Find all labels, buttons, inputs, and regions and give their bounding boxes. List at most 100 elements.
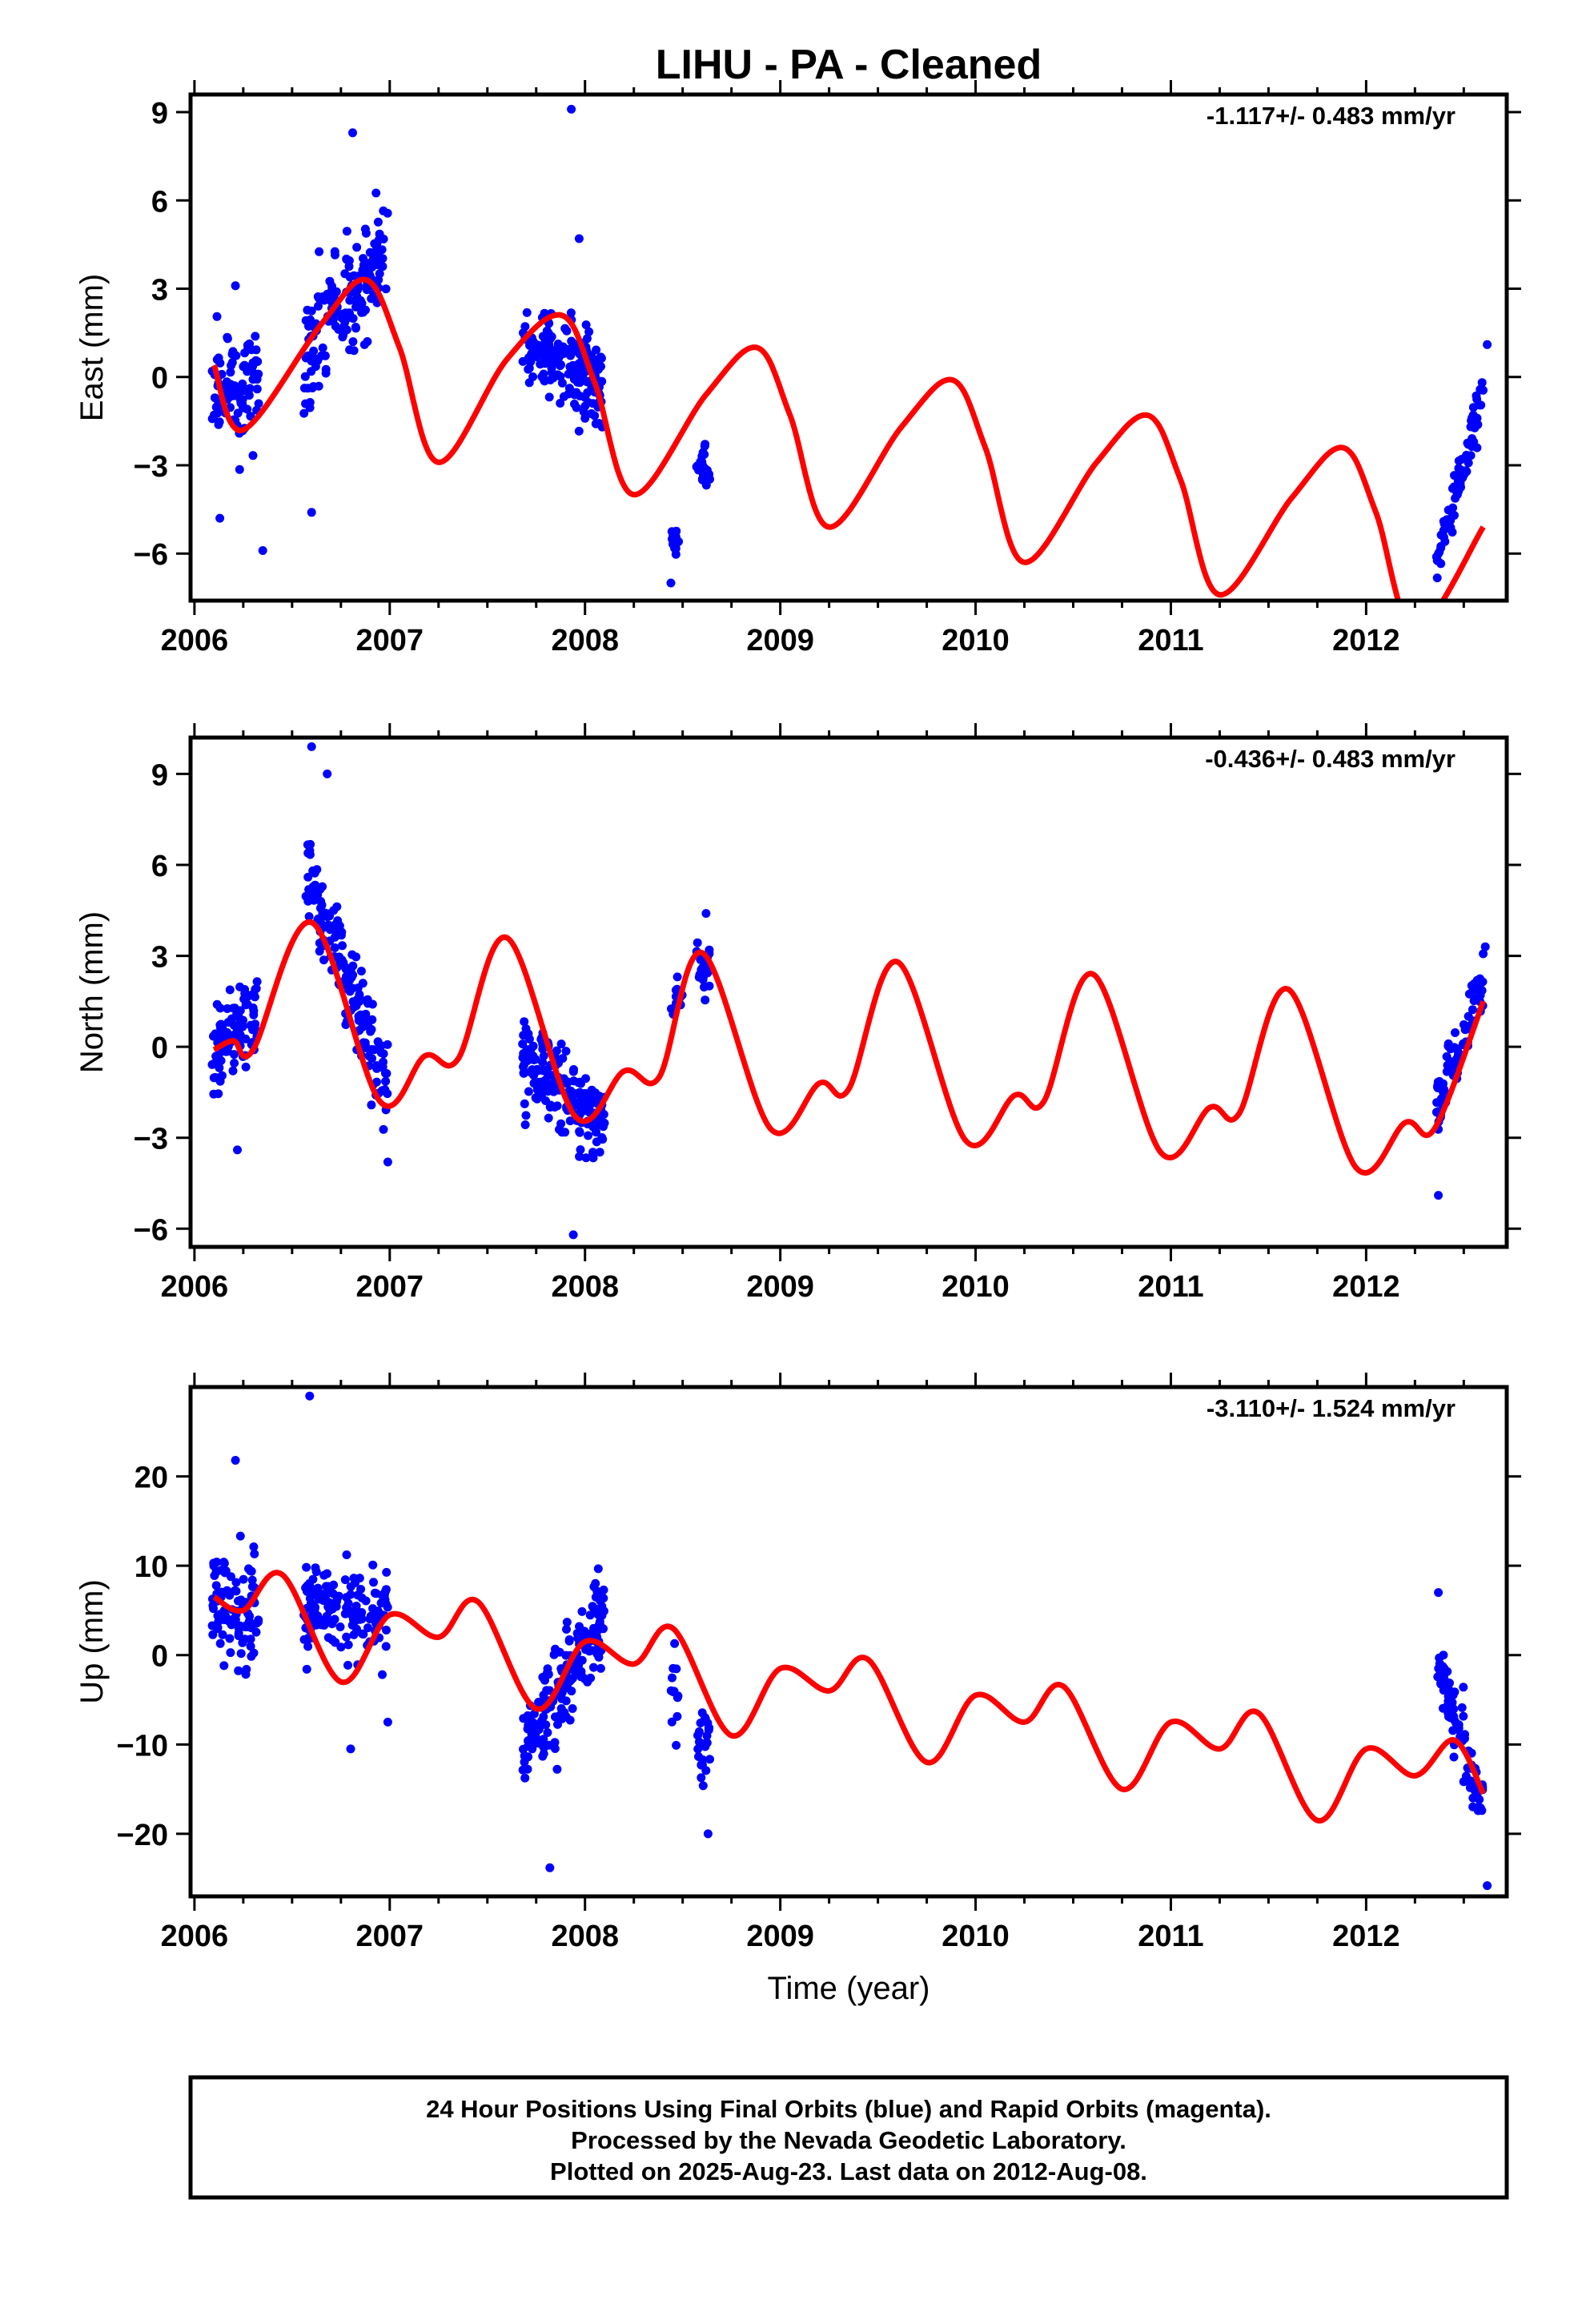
data-point [223, 1586, 232, 1595]
data-point [553, 340, 563, 348]
data-point [1441, 1703, 1451, 1712]
data-point [383, 208, 392, 218]
data-point [325, 911, 334, 921]
data-point [693, 938, 702, 947]
data-point [1472, 1791, 1482, 1800]
data-point [1459, 1683, 1468, 1692]
data-point [331, 920, 340, 930]
data-point [595, 1148, 604, 1157]
data-point [305, 1391, 315, 1401]
data-point [702, 1731, 712, 1740]
data-point [1433, 1084, 1443, 1092]
x-tick-label: 2011 [1138, 1920, 1203, 1953]
data-point [343, 1660, 352, 1670]
data-point [592, 1120, 602, 1130]
data-point [335, 1622, 345, 1631]
data-point [565, 1116, 575, 1126]
data-point [352, 292, 362, 301]
data-point [559, 345, 568, 355]
data-point [545, 1863, 555, 1872]
data-point [241, 1062, 251, 1072]
data-point [301, 353, 311, 363]
data-point [550, 1103, 560, 1112]
data-point [1468, 985, 1478, 995]
data-point [317, 351, 326, 360]
x-tick-label: 2012 [1332, 1920, 1400, 1953]
data-point [252, 375, 262, 384]
data-point [584, 1098, 593, 1108]
y-tick-label: 6 [151, 185, 168, 219]
data-point [584, 327, 594, 336]
data-point [341, 308, 351, 318]
data-point [319, 1570, 329, 1580]
data-point [541, 1720, 551, 1730]
x-tick-label: 2011 [1138, 1270, 1203, 1304]
data-point [302, 1562, 311, 1572]
data-point [234, 1008, 243, 1018]
data-point [520, 1773, 530, 1783]
x-tick-label: 2009 [746, 1270, 814, 1304]
data-point [547, 364, 556, 373]
data-point [369, 1578, 378, 1587]
data-point [236, 1649, 246, 1659]
data-point [353, 285, 362, 295]
plot-frame [188, 735, 1509, 1249]
data-point [1457, 455, 1467, 464]
data-point [239, 1574, 248, 1584]
velocity-annotation: -1.117+/- 0.483 mm/yr [1207, 102, 1456, 130]
data-point [521, 1111, 531, 1120]
data-point [1450, 1043, 1459, 1052]
data-point [233, 1145, 242, 1155]
data-point [251, 345, 261, 355]
data-point [1439, 1663, 1449, 1673]
data-point [382, 1567, 391, 1577]
data-point [557, 378, 567, 388]
data-point [211, 1567, 221, 1577]
data-point [327, 1634, 337, 1644]
data-point [356, 1585, 366, 1594]
data-point [537, 1090, 546, 1100]
data-point [304, 912, 314, 921]
plot-frame [188, 92, 1509, 603]
data-point [211, 1029, 220, 1039]
data-point [323, 289, 332, 299]
data-point [342, 255, 351, 264]
data-point [585, 1610, 595, 1620]
data-point [228, 1066, 238, 1076]
data-point [358, 267, 367, 277]
data-point [528, 1055, 537, 1064]
data-point [566, 351, 576, 360]
data-point [545, 1070, 555, 1080]
data-point [252, 384, 262, 394]
data-point [212, 999, 222, 1009]
data-point [672, 1664, 681, 1674]
data-point [544, 1113, 553, 1123]
data-point [697, 452, 707, 461]
data-point [699, 1739, 709, 1748]
data-point [579, 1091, 588, 1100]
data-point [299, 384, 309, 393]
data-point [583, 388, 592, 397]
data-point [218, 1630, 227, 1639]
data-point [355, 1614, 365, 1624]
y-tick-label: 0 [151, 362, 168, 396]
data-point [1479, 949, 1488, 959]
data-point [534, 1724, 544, 1734]
data-point [349, 1630, 359, 1639]
data-point [523, 1711, 532, 1720]
data-point [556, 1704, 566, 1713]
data-point [349, 271, 359, 280]
data-point [351, 1602, 361, 1610]
data-point [586, 1091, 596, 1100]
data-point [697, 1773, 706, 1783]
footer-frame [188, 2075, 1509, 2200]
data-point [538, 1672, 548, 1682]
y-tick-label: −3 [134, 450, 168, 484]
x-tick-label: 2012 [1332, 1270, 1400, 1304]
data-point [235, 464, 244, 474]
data-point [363, 337, 372, 346]
data-point [315, 947, 324, 956]
data-point [346, 1744, 355, 1754]
x-tick-label: 2010 [942, 624, 1010, 657]
data-point [239, 1015, 247, 1025]
